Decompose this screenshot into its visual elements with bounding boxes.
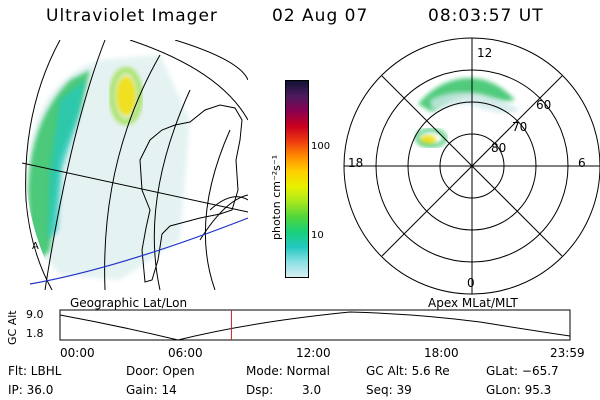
colorbar-tick-10: 10 xyxy=(311,230,324,241)
mlat-label-60: 60 xyxy=(536,98,552,112)
timeline-ytick-max: 9.0 xyxy=(26,308,44,321)
mlt-label-0: 0 xyxy=(467,276,475,290)
dsp-value: 3.0 xyxy=(302,383,322,397)
corner-mark: A xyxy=(32,241,39,252)
meridian-1 xyxy=(44,40,106,290)
timeline-xtick-1: 06:00 xyxy=(168,346,203,360)
seq-info: Seq: 39 xyxy=(366,383,412,397)
altitude-curve xyxy=(59,311,571,341)
ip-info: IP: 36.0 xyxy=(8,383,54,397)
parallel-1 xyxy=(129,40,248,121)
glat-info: GLat: −65.7 xyxy=(486,364,559,378)
earth-limb xyxy=(25,40,61,290)
time-label: 08:03:57 UT xyxy=(428,6,544,26)
mlt-label-12: 12 xyxy=(477,46,493,60)
timeline-xtick-2: 12:00 xyxy=(296,346,331,360)
auroral-oval-inner xyxy=(48,80,85,240)
mlt-label-6: 6 xyxy=(578,156,586,170)
orbit-track xyxy=(29,217,248,285)
polar-aurora-hotspot-rim xyxy=(415,128,447,148)
parallel-2 xyxy=(174,40,248,81)
date-label: 02 Aug 07 xyxy=(272,6,369,26)
geographic-caption: Geographic Lat/Lon xyxy=(70,296,188,310)
filter-info: Flt: LBHL xyxy=(8,364,62,378)
colorbar xyxy=(285,80,309,278)
timeline-ytick-min: 1.8 xyxy=(26,327,44,340)
door-info: Door: Open xyxy=(126,364,195,378)
meridian-3 xyxy=(153,89,191,290)
meridian-2 xyxy=(104,54,161,290)
apex-caption: Apex MLat/MLT xyxy=(428,296,518,310)
gain-info: Gain: 14 xyxy=(126,383,177,397)
mlat-label-80: 80 xyxy=(491,141,507,155)
mlt-label-18: 18 xyxy=(348,156,364,170)
meridian-4 xyxy=(204,129,231,290)
polar-aurora-hotspot xyxy=(420,135,436,145)
mlt-diagonal-2 xyxy=(381,75,563,257)
gc-alt-info: GC Alt: 5.6 Re xyxy=(366,364,450,378)
mlat-label-70: 70 xyxy=(512,120,528,134)
timeline-frame xyxy=(59,309,571,341)
instrument-title: Ultraviolet Imager xyxy=(46,6,218,26)
timeline-xtick-0: 00:00 xyxy=(60,346,95,360)
parallel-4 xyxy=(199,194,248,241)
dsp-info: Dsp: xyxy=(246,383,274,397)
mode-info: Mode: Normal xyxy=(246,364,330,378)
timeline-xtick-3: 18:00 xyxy=(424,346,459,360)
glon-info: GLon: 95.3 xyxy=(486,383,552,397)
timeline-xtick-4: 23:59 xyxy=(550,346,585,360)
aurora-hotspot xyxy=(116,76,136,116)
colorbar-tick-100: 100 xyxy=(311,141,331,152)
horizon-line xyxy=(22,162,248,213)
parallel-3 xyxy=(209,196,248,211)
